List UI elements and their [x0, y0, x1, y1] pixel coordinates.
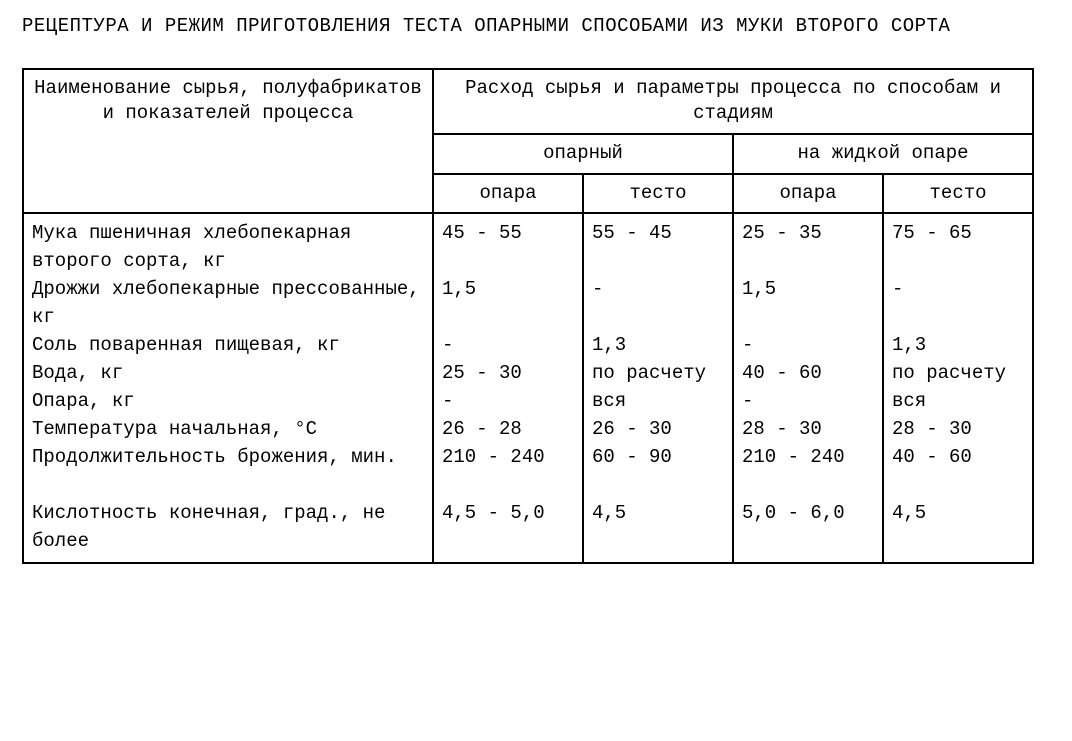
th-sub-a1: опара — [433, 174, 583, 214]
row-val: 210 - 240 — [742, 444, 874, 500]
th-method-b: на жидкой опаре — [733, 134, 1033, 174]
row-val: вся — [892, 388, 1024, 416]
row-val: 75 - 65 — [892, 220, 1024, 276]
th-sub-a2: тесто — [583, 174, 733, 214]
page-title: РЕЦЕПТУРА И РЕЖИМ ПРИГОТОВЛЕНИЯ ТЕСТА ОП… — [22, 14, 1054, 40]
row-val: 40 - 60 — [892, 444, 1024, 500]
cell-b1: 25 - 35 1,5 - 40 - 60 - 28 - 30 210 - 24… — [733, 213, 883, 563]
row-val: 45 - 55 — [442, 220, 574, 276]
row-name: Кислотность конечная, град., не более — [32, 500, 424, 556]
row-val: - — [892, 276, 1024, 332]
row-val: 1,5 — [442, 276, 574, 332]
row-val: 28 - 30 — [892, 416, 1024, 444]
row-val: - — [742, 332, 874, 360]
row-val: 1,3 — [592, 332, 724, 360]
row-name: Температура начальная, °С — [32, 416, 424, 444]
row-val: - — [742, 388, 874, 416]
th-sub-b1: опара — [733, 174, 883, 214]
row-name: Соль поваренная пищевая, кг — [32, 332, 424, 360]
row-val: по расчету — [592, 360, 724, 388]
row-val: по расчету — [892, 360, 1024, 388]
row-val: 55 - 45 — [592, 220, 724, 276]
row-val: 210 - 240 — [442, 444, 574, 500]
th-params-group: Расход сырья и параметры процесса по спо… — [433, 69, 1033, 134]
row-val: 60 - 90 — [592, 444, 724, 500]
row-val: 4,5 — [592, 500, 724, 556]
row-val: 25 - 35 — [742, 220, 874, 276]
row-val: - — [592, 276, 724, 332]
row-name: Вода, кг — [32, 360, 424, 388]
cell-b2: 75 - 65 - 1,3 по расчету вся 28 - 30 40 … — [883, 213, 1033, 563]
row-val: - — [442, 332, 574, 360]
row-val: 1,5 — [742, 276, 874, 332]
row-name: Продолжительность брожения, мин. — [32, 444, 424, 500]
row-val: - — [442, 388, 574, 416]
row-name: Опара, кг — [32, 388, 424, 416]
row-val: 5,0 - 6,0 — [742, 500, 874, 556]
table-body-row: Мука пшеничная хлебопекарная второго сор… — [23, 213, 1033, 563]
th-name: Наименование сырья, полуфабрикатов и пок… — [23, 69, 433, 214]
row-val: 28 - 30 — [742, 416, 874, 444]
th-sub-b2: тесто — [883, 174, 1033, 214]
row-val: 25 - 30 — [442, 360, 574, 388]
row-name: Дрожжи хлебопекарные прессованные, кг — [32, 276, 424, 332]
cell-names: Мука пшеничная хлебопекарная второго сор… — [23, 213, 433, 563]
row-name: Мука пшеничная хлебопекарная второго сор… — [32, 220, 424, 276]
row-val: вся — [592, 388, 724, 416]
cell-a1: 45 - 55 1,5 - 25 - 30 - 26 - 28 210 - 24… — [433, 213, 583, 563]
th-method-a: опарный — [433, 134, 733, 174]
row-val: 1,3 — [892, 332, 1024, 360]
cell-a2: 55 - 45 - 1,3 по расчету вся 26 - 30 60 … — [583, 213, 733, 563]
row-val: 26 - 30 — [592, 416, 724, 444]
row-val: 40 - 60 — [742, 360, 874, 388]
row-val: 4,5 — [892, 500, 1024, 556]
row-val: 26 - 28 — [442, 416, 574, 444]
recipe-table: Наименование сырья, полуфабрикатов и пок… — [22, 68, 1034, 565]
row-val: 4,5 - 5,0 — [442, 500, 574, 556]
